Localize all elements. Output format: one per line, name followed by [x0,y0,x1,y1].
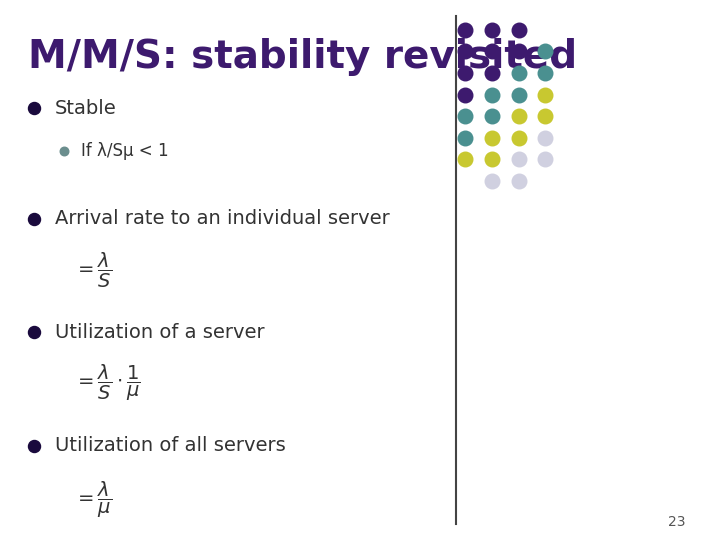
Text: Utilization of a server: Utilization of a server [55,322,265,342]
Point [486,155,498,164]
Text: $= \dfrac{\lambda}{\mu}$: $= \dfrac{\lambda}{\mu}$ [74,480,112,519]
Point [459,47,471,56]
Point [513,25,524,34]
Point [28,328,40,336]
Point [540,90,552,99]
Point [486,133,498,142]
Point [540,155,552,164]
Point [513,47,524,56]
Point [486,112,498,120]
Text: Stable: Stable [55,98,117,118]
Point [513,112,524,120]
Text: If λ/Sμ < 1: If λ/Sμ < 1 [81,142,169,160]
Text: $= \dfrac{\lambda}{S} \cdot \dfrac{1}{\mu}$: $= \dfrac{\lambda}{S} \cdot \dfrac{1}{\m… [74,363,141,403]
Point [486,47,498,56]
Text: Utilization of all servers: Utilization of all servers [55,436,286,455]
Point [28,214,40,223]
Text: M/M/S: stability revisited: M/M/S: stability revisited [28,38,577,76]
Point [459,133,471,142]
Point [540,133,552,142]
Point [513,133,524,142]
Point [486,90,498,99]
Point [28,104,40,112]
Point [459,155,471,164]
Point [540,69,552,77]
Point [540,112,552,120]
Text: 23: 23 [668,515,685,529]
Point [513,90,524,99]
Point [486,25,498,34]
Text: $= \dfrac{\lambda}{S}$: $= \dfrac{\lambda}{S}$ [74,251,112,289]
Point [459,90,471,99]
Point [513,177,524,185]
Point [459,112,471,120]
Point [28,441,40,450]
Point [58,147,69,156]
Point [513,69,524,77]
Point [459,25,471,34]
Point [540,47,552,56]
Point [459,69,471,77]
Text: Arrival rate to an individual server: Arrival rate to an individual server [55,209,390,228]
Point [486,177,498,185]
Point [486,69,498,77]
Point [513,155,524,164]
